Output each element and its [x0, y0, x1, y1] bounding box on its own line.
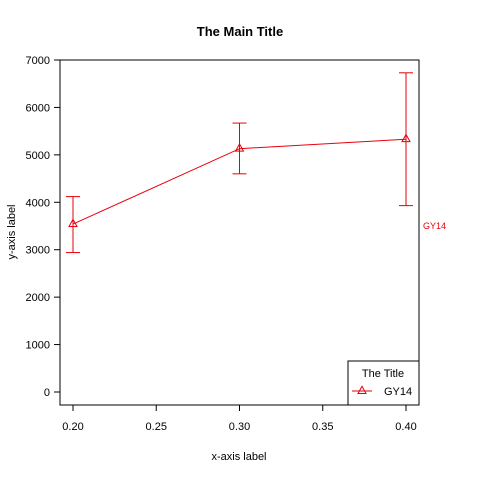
y-tick-label: 7000 [26, 55, 50, 67]
legend-entry-gy14: GY14 [384, 386, 412, 398]
data-point [401, 133, 411, 143]
x-tick-label: 0.20 [62, 421, 83, 433]
x-tick-label: 0.40 [395, 421, 416, 433]
y-tick-label: 2000 [26, 292, 50, 304]
legend-title: The Title [362, 368, 404, 380]
y-tick-label: 1000 [26, 340, 50, 352]
error-bar [399, 72, 413, 207]
data-point [234, 142, 245, 152]
x-axis: 0.20 0.25 0.30 0.35 0.40 [62, 405, 417, 433]
series-end-label: GY14 [423, 221, 446, 231]
y-axis: 0 1000 2000 3000 4000 5000 6000 7000 [26, 55, 60, 399]
y-tick-label: 3000 [26, 245, 50, 257]
error-bar [232, 122, 247, 175]
y-tick-label: 0 [44, 387, 50, 399]
y-tick-label: 6000 [26, 102, 50, 114]
legend-box [347, 360, 420, 406]
error-bar [66, 196, 80, 254]
y-tick-label: 4000 [26, 197, 50, 209]
series-layer: GY14 [66, 72, 446, 254]
x-tick-label: 0.25 [146, 421, 167, 433]
x-tick-label: 0.30 [229, 421, 250, 433]
y-tick-label: 5000 [26, 150, 50, 162]
data-point [68, 218, 78, 228]
legend-marker-gy14 [357, 385, 367, 394]
chart-title: The Main Title [197, 24, 283, 39]
x-tick-label: 0.35 [312, 421, 333, 433]
y-axis-label: y-axis label [6, 204, 18, 259]
x-axis-label: x-axis label [211, 451, 266, 463]
legend: The Title GY14 [347, 360, 420, 406]
plot-frame [59, 59, 420, 406]
